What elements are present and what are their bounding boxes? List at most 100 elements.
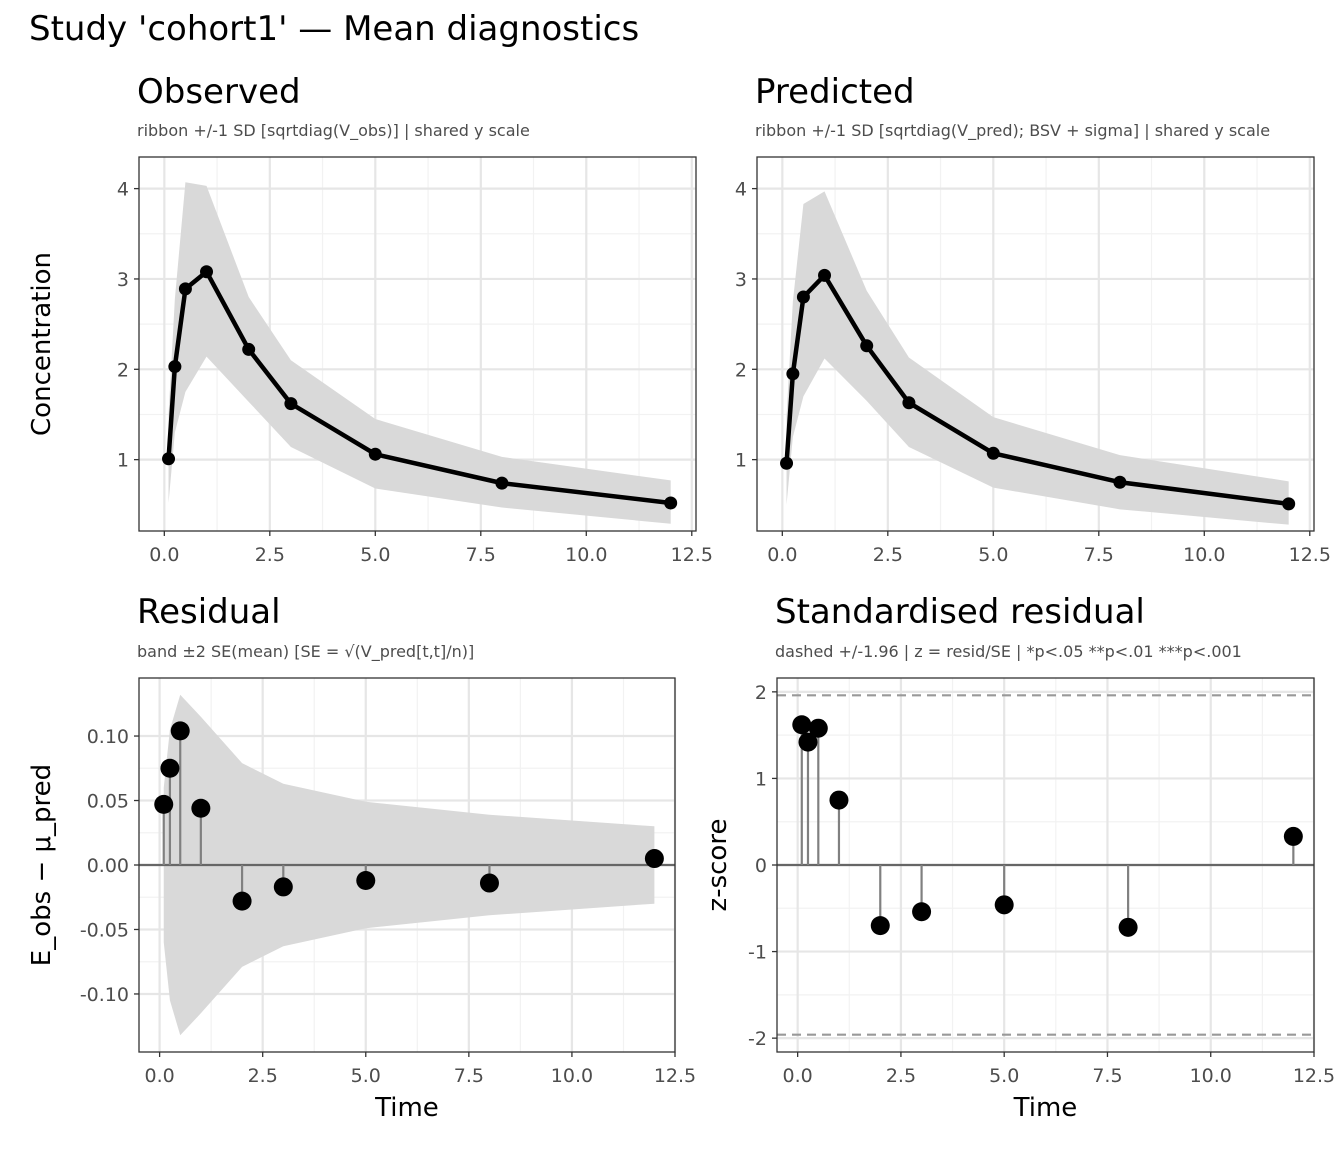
data-point: [273, 877, 293, 897]
panel-zscore: 0.0 2.5 5.0 7.5 10.0 12.5 -2 -1 0 1 2 Standardised …: [703, 592, 1335, 1123]
data-point: [912, 902, 932, 922]
y-tick-label: 4: [117, 179, 129, 201]
data-point: [356, 870, 376, 890]
sd-ribbon: [786, 191, 1289, 525]
data-point: [798, 732, 818, 752]
x-tick-label: 7.5: [1084, 544, 1114, 566]
y-tick-label: -0.10: [80, 984, 129, 1006]
x-tick-label: 5.0: [978, 544, 1008, 566]
y-axis-label: E_obs − μ_pred: [27, 764, 57, 966]
y-tick-label: -1: [748, 942, 767, 964]
data-point: [191, 798, 211, 818]
data-point: [829, 790, 849, 810]
panel-content: [139, 694, 675, 1036]
data-point: [664, 496, 678, 510]
y-tick-label: 1: [755, 768, 767, 790]
data-point: [479, 873, 499, 893]
panel-observed: 0.0 2.5 5.0 7.5 10.0 12.5 1 2 3 4 Observed ribbon +…: [27, 72, 713, 566]
panel-title: Observed: [137, 72, 301, 112]
y-tick-label: -2: [748, 1028, 767, 1050]
data-point: [168, 360, 182, 374]
data-point: [870, 916, 890, 936]
data-point: [860, 339, 874, 353]
y-tick-label: 2: [117, 359, 129, 381]
panel-subtitle: ribbon +/-1 SD [sqrtdiag(V_obs)] | share…: [137, 121, 530, 141]
x-tick-label: 0.0: [149, 544, 179, 566]
x-tick-label: 12.5: [1293, 1065, 1335, 1087]
data-point: [792, 715, 812, 735]
x-tick-label: 12.5: [654, 1065, 696, 1087]
y-tick-label: 2: [735, 359, 747, 381]
data-point: [902, 396, 916, 410]
x-tick-label: 10.0: [551, 1065, 593, 1087]
panel-title: Predicted: [755, 72, 915, 112]
x-tick-label: 12.5: [1289, 544, 1331, 566]
x-tick-label: 2.5: [255, 544, 285, 566]
data-point: [1113, 475, 1127, 489]
panel-subtitle: band ±2 SE(mean) [SE = √(V_pred[t,t]/n)]: [137, 642, 474, 662]
data-point: [786, 367, 800, 381]
x-tick-label: 2.5: [886, 1065, 916, 1087]
panel-subtitle: dashed +/-1.96 | z = resid/SE | *p<.05 *…: [775, 642, 1242, 661]
panel-subtitle: ribbon +/-1 SD [sqrtdiag(V_pred); BSV + …: [755, 121, 1270, 141]
y-axis-label: z-score: [703, 819, 733, 912]
panel-title: Standardised residual: [775, 592, 1145, 632]
x-tick-label: 0.0: [767, 544, 797, 566]
x-tick-label: 12.5: [671, 544, 713, 566]
data-point: [986, 446, 1000, 460]
data-point: [780, 456, 794, 470]
x-axis-label: Time: [374, 1093, 439, 1123]
panel-title: Residual: [137, 592, 281, 632]
data-point: [242, 342, 256, 356]
x-tick-label: 0.0: [145, 1065, 175, 1087]
y-tick-label: 3: [117, 269, 129, 291]
data-point: [994, 895, 1014, 915]
x-tick-label: 5.0: [360, 544, 390, 566]
panel-predicted: 0.0 2.5 5.0 7.5 10.0 12.5 1 2 3 4 Predicted ribbon …: [735, 72, 1331, 566]
data-point: [1283, 826, 1303, 846]
x-tick-label: 0.0: [783, 1065, 813, 1087]
panel-residual: 0.0 2.5 5.0 7.5 10.0 12.5 -0.10 -0.05 0.00 0.05 0.…: [27, 592, 696, 1123]
x-tick-label: 5.0: [351, 1065, 381, 1087]
x-axis-label: Time: [1013, 1093, 1078, 1123]
data-point: [154, 794, 174, 814]
y-tick-label: 4: [735, 179, 747, 201]
panel-content: [777, 694, 1314, 1036]
data-point: [162, 452, 176, 466]
y-axis-label: Concentration: [27, 252, 57, 436]
x-tick-label: 2.5: [873, 544, 903, 566]
data-point: [232, 891, 252, 911]
data-point: [178, 282, 192, 296]
data-point: [1282, 497, 1296, 511]
panel-border: [756, 156, 1315, 532]
y-tick-label: 2: [755, 682, 767, 704]
data-point: [1118, 917, 1138, 937]
panel-content: [162, 182, 678, 524]
data-point: [170, 721, 190, 741]
y-tick-label: 0.10: [87, 726, 129, 748]
data-point: [200, 265, 214, 279]
data-point: [796, 290, 810, 304]
data-point: [495, 476, 509, 490]
x-tick-label: 10.0: [1183, 544, 1225, 566]
y-tick-label: 0.05: [87, 791, 129, 813]
data-point: [644, 849, 664, 869]
panel-content: [780, 191, 1296, 525]
x-tick-label: 7.5: [454, 1065, 484, 1087]
y-tick-label: 3: [735, 269, 747, 291]
x-tick-label: 7.5: [1092, 1065, 1122, 1087]
y-tick-label: 0.00: [87, 855, 129, 877]
data-point: [160, 758, 180, 778]
panel-border: [138, 156, 697, 532]
gridlines: [139, 157, 696, 531]
x-tick-label: 10.0: [565, 544, 607, 566]
y-tick-label: 0: [755, 855, 767, 877]
data-point: [368, 447, 382, 461]
x-tick-label: 10.0: [1190, 1065, 1232, 1087]
y-tick-label: 1: [117, 450, 129, 472]
data-point: [284, 397, 298, 411]
x-tick-label: 2.5: [248, 1065, 278, 1087]
x-tick-label: 7.5: [466, 544, 496, 566]
